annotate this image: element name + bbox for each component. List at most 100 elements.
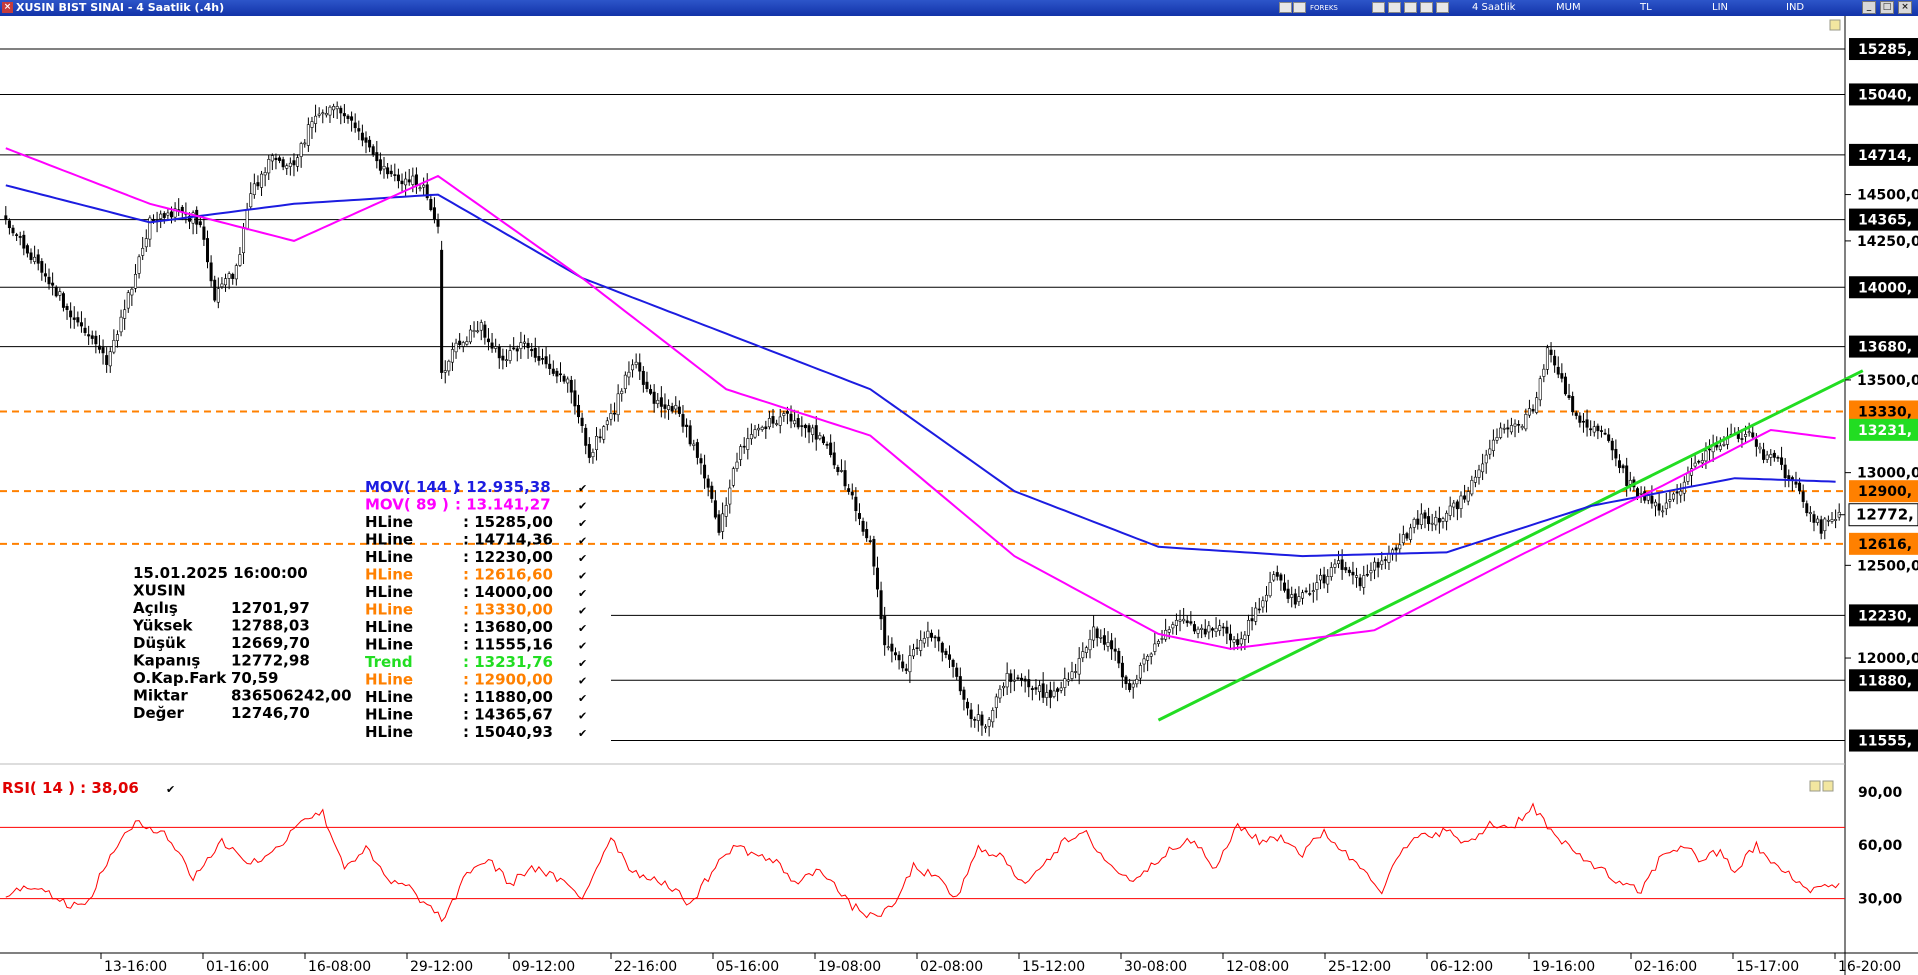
candle-body <box>1120 662 1124 678</box>
toolbar-icon[interactable] <box>1436 2 1449 13</box>
candle-body <box>1491 439 1495 451</box>
candle-body <box>512 347 516 350</box>
legend-name: HLine <box>365 723 413 741</box>
indicator-menu[interactable]: IND <box>1786 2 1805 13</box>
candle-body <box>555 370 559 377</box>
candle-body <box>321 112 325 115</box>
price-tag-label: 14365, <box>1858 213 1912 229</box>
candle-body <box>22 234 26 249</box>
minimize-button[interactable]: _ <box>1862 1 1876 14</box>
candle-body <box>1596 425 1600 432</box>
candle-body <box>1603 432 1607 435</box>
candle-body <box>1672 493 1676 500</box>
candle-body <box>1621 465 1625 469</box>
candle-body <box>1452 502 1456 508</box>
price-tag <box>1849 480 1918 503</box>
candle-body <box>1502 427 1506 430</box>
candle-body <box>497 346 501 359</box>
price-tag <box>1849 83 1918 106</box>
legend-value: : 15285,00 <box>463 513 553 531</box>
candle-body <box>79 322 83 327</box>
candle-body <box>1102 635 1106 645</box>
legend-name: HLine <box>365 688 413 706</box>
candle-body <box>919 640 923 651</box>
candle-body <box>310 121 314 128</box>
candle-body <box>1740 438 1744 440</box>
candle-body <box>494 346 498 349</box>
candle-body <box>994 696 998 709</box>
close-icon[interactable]: × <box>2 2 13 13</box>
candle-body <box>1423 512 1427 519</box>
candle-body <box>33 256 37 262</box>
window-close-button[interactable]: × <box>1898 1 1912 14</box>
chart-type-menu[interactable]: MUM <box>1556 2 1581 13</box>
candle-body <box>123 309 127 319</box>
candle-body <box>962 689 966 700</box>
candle-body <box>1261 600 1265 608</box>
bar-info-value: 836506242,00 <box>231 687 352 705</box>
candle-body <box>811 427 815 435</box>
candle-body <box>1538 378 1542 401</box>
legend-value: : 12.935,38 <box>455 478 551 496</box>
legend-name: HLine <box>365 618 413 636</box>
candle-body <box>713 500 717 518</box>
interval-menu[interactable]: 4 Saatlik <box>1472 2 1516 13</box>
time-tick-label: 16-20:00 <box>1838 959 1901 975</box>
candle-body <box>1625 465 1629 486</box>
candle-body <box>1463 495 1467 500</box>
candle-body <box>807 425 811 433</box>
scale-menu[interactable]: LIN <box>1712 2 1729 13</box>
candle-body <box>1383 559 1387 561</box>
candle-body <box>1192 624 1196 632</box>
candle-body <box>296 157 300 167</box>
candle-body <box>616 393 620 416</box>
candle-body <box>335 106 339 110</box>
candle-body <box>227 273 231 279</box>
candle-body <box>490 342 494 349</box>
candle-body <box>1520 426 1524 429</box>
candle-body <box>418 187 422 190</box>
candle-body <box>1585 419 1589 428</box>
candle-body <box>584 427 588 446</box>
candle-body <box>350 116 354 121</box>
legend-value: : 13680,00 <box>463 618 553 636</box>
toolbar-icon[interactable] <box>1420 2 1433 13</box>
toolbar-icon[interactable] <box>1279 2 1292 13</box>
price-tick-label: 13000,0 <box>1857 466 1918 482</box>
candle-body <box>562 375 566 382</box>
candle-body <box>1416 518 1420 525</box>
currency-menu[interactable]: TL <box>1640 2 1652 13</box>
price-chart[interactable]: RSI( 14 ) : 38,06 ✔ 90,00 60,00 30,00 12000,… <box>0 16 1918 975</box>
candle-body <box>1138 665 1142 679</box>
candle-body <box>1387 553 1391 563</box>
maximize-button[interactable]: □ <box>1880 1 1894 14</box>
candle-body <box>231 273 235 279</box>
legend-name: HLine <box>365 566 413 584</box>
toolbar-icon[interactable] <box>1404 2 1417 13</box>
candle-body <box>1592 426 1596 433</box>
candle-body <box>270 155 274 162</box>
candle-body <box>1066 679 1070 682</box>
candle-body <box>133 273 137 289</box>
toolbar-icon[interactable] <box>1388 2 1401 13</box>
candle-body <box>404 178 408 186</box>
candle-body <box>141 247 145 256</box>
candle-body <box>649 389 653 394</box>
check-icon: ✔ <box>578 692 587 705</box>
candle-body <box>1531 408 1535 412</box>
candle-body <box>1639 492 1643 495</box>
toolbar-icon[interactable] <box>1372 2 1385 13</box>
bar-date: 15.01.2025 16:00:00 <box>133 564 308 582</box>
candle-body <box>1059 687 1063 691</box>
candle-body <box>11 227 15 234</box>
candle-body <box>97 345 101 350</box>
toolbar-icon[interactable] <box>1293 2 1306 13</box>
candle-body <box>1200 627 1204 630</box>
candle-body <box>443 370 447 373</box>
candle-body <box>613 412 617 415</box>
candle-body <box>1239 638 1243 645</box>
candle-body <box>25 245 29 254</box>
candle-body <box>1776 457 1780 459</box>
candle-body <box>1171 624 1175 629</box>
candle-body <box>1286 588 1290 599</box>
